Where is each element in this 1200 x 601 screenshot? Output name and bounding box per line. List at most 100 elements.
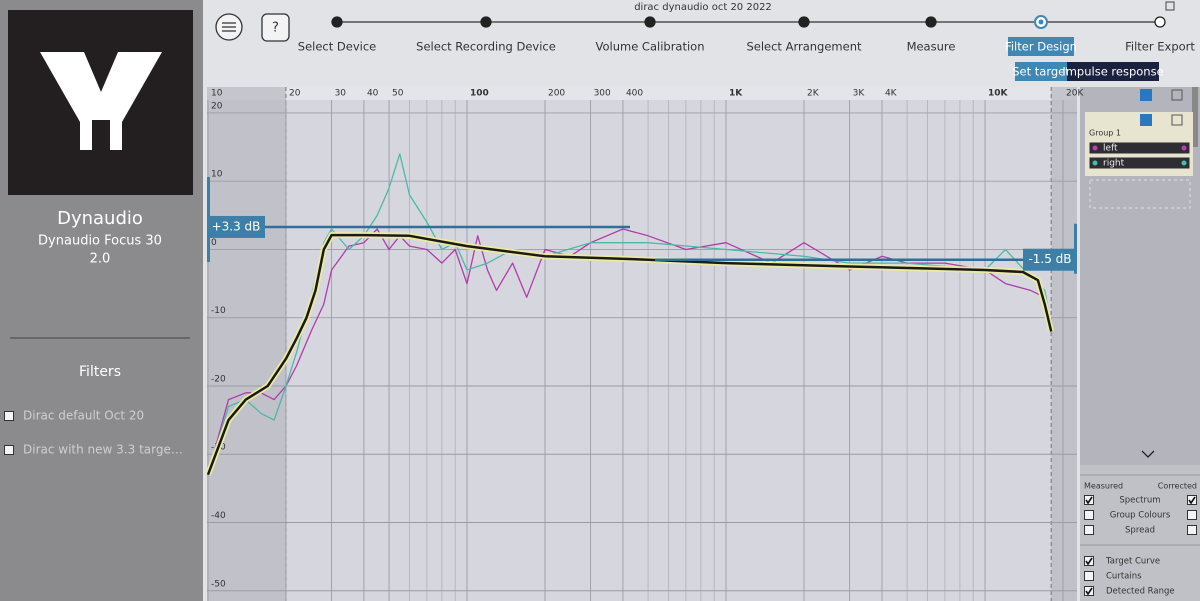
step-dot[interactable] xyxy=(798,16,810,28)
checkmark xyxy=(1188,496,1196,505)
logo xyxy=(40,52,162,150)
checkbox[interactable] xyxy=(1187,525,1197,535)
channel-icon[interactable] xyxy=(1140,89,1152,101)
help-button[interactable]: ? xyxy=(261,13,290,42)
x-tick-label: 20 xyxy=(289,89,301,99)
channel-dot xyxy=(1181,160,1187,166)
corrected-label: Corrected xyxy=(1158,482,1197,491)
checkmark xyxy=(1085,587,1093,596)
x-tick-label: 300 xyxy=(594,89,611,99)
response-curve xyxy=(207,153,1052,475)
y-tick-label: -10 xyxy=(211,306,226,316)
option-label[interactable]: Group Colours xyxy=(1110,511,1171,521)
channel-name[interactable]: right xyxy=(1103,159,1125,169)
step-label[interactable]: Measure xyxy=(907,40,956,54)
channel-dot xyxy=(1092,145,1098,151)
response-curve xyxy=(207,228,1052,475)
tab-label[interactable]: Impulse response xyxy=(1062,65,1163,79)
product: Dynaudio Focus 30 xyxy=(38,234,162,249)
x-tick-label: 20K xyxy=(1066,89,1084,99)
expand-chevron[interactable] xyxy=(1141,450,1155,458)
step-label[interactable]: Select Arrangement xyxy=(746,40,862,54)
step-label[interactable]: Select Device xyxy=(298,40,376,54)
axis-strip xyxy=(207,87,1077,100)
y-tick-label: 10 xyxy=(211,170,223,180)
step-dot[interactable] xyxy=(1154,16,1166,28)
y-tick-label: 20 xyxy=(211,101,223,111)
option-label[interactable]: Spread xyxy=(1125,526,1155,536)
y-tick-label: -40 xyxy=(211,511,226,521)
x-tick-label: 4K xyxy=(885,89,898,99)
restore-icon[interactable] xyxy=(1165,1,1175,11)
y-tick-label: -50 xyxy=(211,579,226,589)
checkmark xyxy=(1085,496,1093,505)
plot: 10 20 30 40 50 100 200 300 400 1K 2K 3K 4K 10K 20K2010… xyxy=(205,87,1084,601)
x-tick-label: 2K xyxy=(807,89,820,99)
step-dot[interactable] xyxy=(331,16,343,28)
checkbox[interactable] xyxy=(1084,510,1094,520)
checkbox[interactable] xyxy=(1187,510,1197,520)
option-label[interactable]: Spectrum xyxy=(1119,496,1160,506)
level-label: -1.5 dB xyxy=(1028,252,1071,266)
checkbox[interactable] xyxy=(1084,571,1094,581)
step-dot[interactable] xyxy=(644,16,656,28)
step-label[interactable]: Volume Calibration xyxy=(596,40,705,54)
target-curve xyxy=(206,233,1053,476)
step-label[interactable]: Filter Export xyxy=(1125,40,1195,54)
curtain-left xyxy=(207,87,286,601)
tab[interactable] xyxy=(1067,62,1159,81)
x-tick-label: 400 xyxy=(626,89,643,99)
toggle-label[interactable]: Curtains xyxy=(1106,572,1142,582)
checkbox[interactable] xyxy=(1084,495,1094,505)
x-tick-label: 10 xyxy=(211,89,223,99)
filter-item[interactable]: Dirac default Oct 20 xyxy=(23,409,144,423)
window-title: dirac dynaudio oct 20 2022 xyxy=(634,2,772,13)
level-tag[interactable] xyxy=(1023,248,1077,271)
checkbox[interactable] xyxy=(1187,495,1197,505)
x-tick-label: 10K xyxy=(988,89,1009,99)
drop-zone xyxy=(1089,179,1191,209)
checkbox[interactable] xyxy=(4,411,14,421)
channel-dot xyxy=(1181,145,1187,151)
level-label: +3.3 dB xyxy=(212,219,261,233)
toggle-label[interactable]: Detected Range xyxy=(1106,587,1175,597)
version: 2.0 xyxy=(90,252,111,267)
x-tick-label: 30 xyxy=(335,89,347,99)
step-label[interactable]: Filter Design xyxy=(1005,40,1077,54)
curtain-right xyxy=(1051,87,1077,601)
svg-text:?: ? xyxy=(272,21,279,36)
x-tick-label: 3K xyxy=(853,89,866,99)
channel-name[interactable]: left xyxy=(1103,144,1118,154)
checkbox[interactable] xyxy=(1084,586,1094,596)
checkbox[interactable] xyxy=(1084,556,1094,566)
menu-button[interactable] xyxy=(215,13,243,41)
logo-cut xyxy=(92,120,110,150)
channel-row[interactable] xyxy=(1088,156,1191,170)
step-dot[interactable] xyxy=(480,16,492,28)
channel-row[interactable] xyxy=(1088,141,1191,155)
scrollbar[interactable] xyxy=(1192,87,1198,147)
channel-icon[interactable] xyxy=(1171,89,1183,101)
checkbox[interactable] xyxy=(1084,525,1094,535)
toggle-label[interactable]: Target Curve xyxy=(1105,557,1160,567)
checkmark xyxy=(1085,557,1093,566)
step-label[interactable]: Select Recording Device xyxy=(416,40,556,54)
step-dot[interactable] xyxy=(925,16,937,28)
tab-label[interactable]: Set target xyxy=(1012,65,1070,79)
level-tag[interactable] xyxy=(207,215,265,238)
checkbox[interactable] xyxy=(4,445,14,455)
measured-label: Measured xyxy=(1084,482,1123,491)
brand: Dynaudio xyxy=(57,208,143,229)
tab[interactable] xyxy=(1015,62,1067,81)
filter-item[interactable]: Dirac with new 3.3 targe… xyxy=(23,443,183,457)
y-tick-label: 0 xyxy=(211,238,217,248)
x-tick-label: 200 xyxy=(548,89,565,99)
channel-icon[interactable] xyxy=(1171,114,1183,126)
step-dot-core xyxy=(1038,19,1044,25)
x-tick-label: 1K xyxy=(729,89,743,99)
group-label: Group 1 xyxy=(1089,129,1121,138)
y-tick-label: -20 xyxy=(211,374,226,384)
channel-icon[interactable] xyxy=(1140,114,1152,126)
